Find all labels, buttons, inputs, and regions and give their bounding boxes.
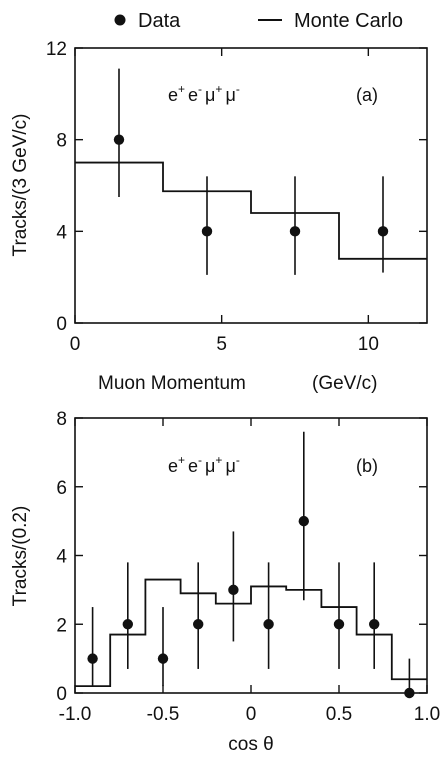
- data-point: [193, 619, 204, 630]
- process-annotation: e+ e-μ+ μ-: [168, 82, 240, 105]
- y-axis-label: Tracks/(0.2): [10, 506, 31, 607]
- data-point: [263, 619, 274, 630]
- data-point: [157, 653, 169, 664]
- y-tick-label: 8: [56, 131, 67, 152]
- panel-label: (a): [356, 85, 378, 105]
- y-tick-label: 2: [56, 615, 67, 636]
- legend: Data Monte Carlo: [114, 10, 403, 32]
- legend-mc-label: Monte Carlo: [294, 10, 403, 32]
- x-axis-label: Muon Momentum: [98, 373, 246, 394]
- x-tick-label: 0: [70, 334, 81, 355]
- panel-label: (b): [356, 456, 378, 476]
- y-tick-label: 4: [56, 222, 67, 243]
- x-tick-label: 10: [358, 334, 379, 355]
- x-tick-label: -1.0: [59, 704, 92, 725]
- y-tick-label: 0: [56, 314, 67, 335]
- legend-data-marker: [114, 14, 126, 26]
- x-axis-unit: (GeV/c): [312, 373, 377, 394]
- y-tick-label: 12: [46, 39, 67, 60]
- y-tick-label: 6: [56, 478, 67, 499]
- data-point: [201, 226, 213, 237]
- y-axis-label: Tracks/(3 GeV/c): [10, 114, 31, 257]
- x-tick-label: 0: [246, 704, 257, 725]
- data-point: [228, 584, 239, 596]
- process-annotation: e+ e-μ+ μ-: [168, 453, 240, 476]
- panel-a: e+ e-μ+ μ- (a) Muon Momentum (GeV/c) Track…: [10, 39, 428, 394]
- y-tick-label: 0: [56, 684, 67, 705]
- x-tick-label: 0.5: [326, 704, 352, 725]
- x-axis-label: cos θ: [228, 734, 273, 755]
- monte-carlo-histogram: [75, 161, 427, 260]
- y-tick-label: 8: [56, 409, 67, 430]
- data-point: [113, 134, 125, 145]
- y-tick-label: 4: [56, 547, 67, 568]
- legend-data-label: Data: [138, 10, 181, 32]
- x-tick-label: -0.5: [147, 704, 180, 725]
- monte-carlo-histogram: [75, 578, 427, 688]
- data-point: [289, 226, 301, 237]
- data-point: [369, 619, 380, 630]
- data-point: [333, 619, 345, 630]
- data-point: [377, 226, 389, 237]
- panel-b: e+ e-μ+ μ- (b) cos θ Tracks/(0.2) -1.0 -0.5…: [10, 409, 440, 755]
- x-tick-label: 1.0: [414, 704, 440, 725]
- data-point: [404, 687, 415, 699]
- data-point: [87, 653, 98, 664]
- data-point: [122, 619, 133, 630]
- data-point: [298, 515, 309, 527]
- plot-frame: [74, 47, 428, 324]
- x-tick-label: 5: [216, 334, 227, 355]
